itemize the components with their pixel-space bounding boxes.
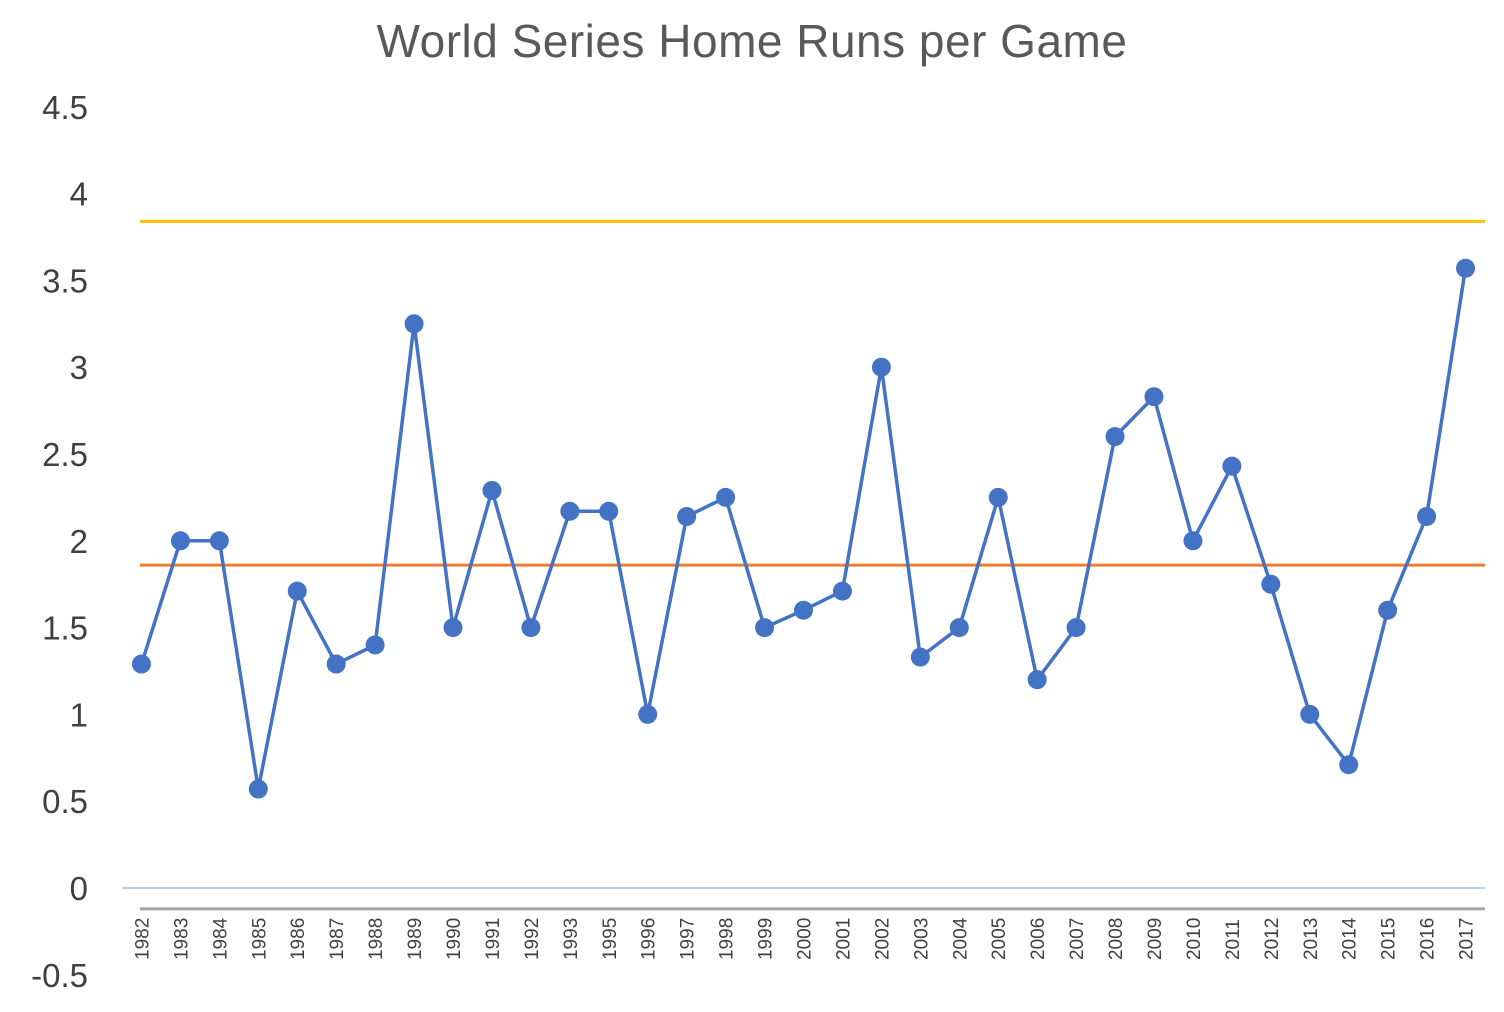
x-tick-label: 1986 <box>288 918 309 960</box>
data-point <box>404 314 424 334</box>
x-tick-label: 2010 <box>1184 918 1205 960</box>
data-point <box>1105 427 1125 447</box>
y-tick-label: 2 <box>70 523 88 560</box>
data-point <box>910 647 930 667</box>
data-point <box>326 654 346 674</box>
x-tick-label: 2003 <box>911 918 932 960</box>
y-axis-ticks: 4.5 4 3.5 3 2.5 2 1.5 1 0.5 0 -0.5 <box>31 89 88 994</box>
y-tick-label: 3 <box>70 349 88 386</box>
data-point <box>1222 456 1242 476</box>
y-tick-label: 4.5 <box>42 89 88 126</box>
x-tick-label: 1989 <box>405 918 426 960</box>
data-point <box>1339 755 1359 775</box>
data-point <box>1144 387 1164 407</box>
data-point <box>521 618 541 638</box>
reference-lines <box>140 219 1485 911</box>
data-point <box>482 480 502 500</box>
x-tick-label: 2006 <box>1028 918 1049 960</box>
x-tick-label: 1997 <box>678 918 699 960</box>
x-tick-label: 1984 <box>210 917 231 960</box>
data-point <box>677 506 697 526</box>
y-tick-label: 2.5 <box>42 436 88 473</box>
data-point <box>170 531 190 551</box>
x-tick-label: 1993 <box>561 918 582 960</box>
x-tick-label: 1992 <box>522 918 543 960</box>
data-point <box>716 487 736 507</box>
data-point <box>755 618 775 638</box>
x-tick-label: 1988 <box>366 918 387 960</box>
data-point <box>365 635 385 655</box>
x-axis-ticks: 1982 1983 1984 1985 1986 1987 1988 1989 1990 1991… <box>132 917 1477 960</box>
x-tick-label: 1987 <box>327 918 348 960</box>
x-tick-label: 2004 <box>950 917 971 960</box>
data-point <box>209 531 229 551</box>
data-point <box>443 618 463 638</box>
x-tick-label: 1998 <box>717 918 738 960</box>
x-tick-label: 1996 <box>639 918 660 960</box>
x-tick-label: 1982 <box>132 918 153 960</box>
x-tick-label: 2014 <box>1340 917 1361 960</box>
data-point <box>1300 704 1320 724</box>
data-point <box>1027 670 1047 690</box>
data-point <box>1183 531 1203 551</box>
data-point <box>1378 600 1398 620</box>
x-tick-label: 2012 <box>1262 918 1283 960</box>
data-point <box>949 618 969 638</box>
x-tick-label: 2016 <box>1418 918 1439 960</box>
y-tick-label: 0 <box>70 870 88 907</box>
data-point <box>560 501 580 521</box>
data-point <box>248 779 268 799</box>
data-point <box>638 704 658 724</box>
data-point <box>287 581 307 601</box>
data-point <box>832 581 852 601</box>
x-tick-label: 2000 <box>795 918 816 960</box>
x-tick-label: 1990 <box>444 918 465 960</box>
y-tick-label: 4 <box>70 176 88 213</box>
series-line <box>139 267 1468 791</box>
data-markers <box>131 258 1476 799</box>
x-tick-label: 2005 <box>989 918 1010 960</box>
data-point <box>794 600 813 620</box>
data-point <box>131 654 151 674</box>
x-tick-label: 1999 <box>756 918 777 960</box>
x-tick-label: 1995 <box>600 918 621 960</box>
x-tick-label: 2017 <box>1457 918 1478 960</box>
x-tick-label: 2009 <box>1145 918 1166 960</box>
data-point <box>871 357 891 377</box>
y-tick-label: 3.5 <box>42 262 88 299</box>
data-point <box>1261 574 1281 594</box>
data-point <box>1066 618 1086 638</box>
y-tick-label: 1 <box>70 696 88 733</box>
chart-title: World Series Home Runs per Game <box>376 15 1128 67</box>
y-tick-label: 0.5 <box>42 783 88 820</box>
x-tick-label: 1983 <box>171 918 192 960</box>
x-tick-label: 2011 <box>1223 919 1244 960</box>
x-tick-label: 2013 <box>1301 918 1322 960</box>
x-tick-label: 2007 <box>1067 918 1088 960</box>
x-tick-label: 2008 <box>1106 918 1127 960</box>
data-point <box>1417 506 1437 526</box>
data-point <box>988 487 1008 507</box>
data-point <box>599 501 619 521</box>
x-tick-label: 2002 <box>872 918 893 960</box>
x-tick-label: 1985 <box>249 918 270 960</box>
x-tick-label: 1991 <box>483 918 504 960</box>
x-tick-label: 2001 <box>833 918 854 960</box>
y-tick-label: -0.5 <box>31 957 88 994</box>
series-line-group <box>139 267 1468 791</box>
y-tick-label: 1.5 <box>42 610 88 647</box>
x-tick-label: 2015 <box>1379 918 1400 960</box>
data-point <box>1456 258 1476 278</box>
